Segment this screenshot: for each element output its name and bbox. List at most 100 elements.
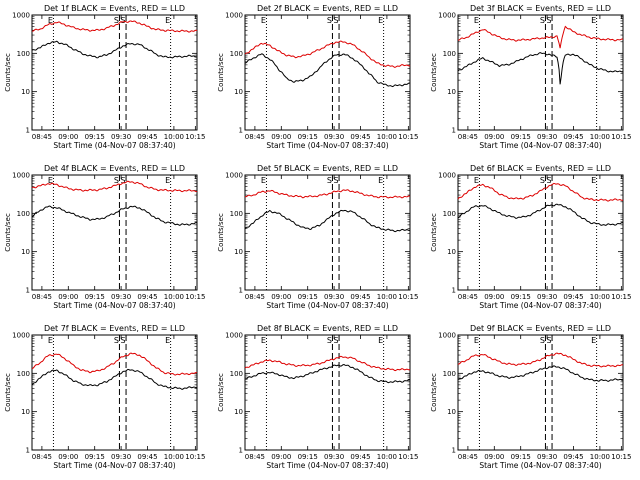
plot-frame — [457, 14, 624, 131]
marker-label: E — [591, 16, 596, 25]
marker-label: S — [327, 16, 332, 25]
events-series-line — [244, 209, 411, 233]
y-tick-label: 10 — [447, 408, 456, 416]
lld-series-line — [32, 20, 198, 33]
x-tick-label: 10:00 — [377, 453, 397, 461]
x-tick-label: 10:15 — [398, 293, 418, 301]
x-tick-label: 09:00 — [484, 293, 504, 301]
marker-label: S — [547, 336, 552, 345]
y-tick-label: 1 — [239, 447, 243, 455]
plot-frame — [244, 174, 411, 291]
y-tick-label: 100 — [17, 50, 30, 58]
x-tick-label: 10:00 — [377, 293, 397, 301]
marker-label: E — [165, 336, 170, 345]
events-series-line — [31, 40, 198, 59]
x-tick-label: 10:15 — [185, 133, 205, 141]
x-tick-label: 09:30 — [111, 293, 131, 301]
marker-label: E — [48, 16, 53, 25]
detector-panel-8: Det 8f BLACK = Events, RED = LLD 1 10 100 10… — [217, 324, 418, 470]
y-tick-label: 100 — [443, 210, 456, 218]
x-tick-label: 10:15 — [398, 453, 418, 461]
x-tick-label: 10:15 — [611, 133, 631, 141]
x-tick-label: 09:00 — [58, 293, 78, 301]
y-tick-label: 10 — [234, 88, 243, 96]
panel-title: Det 8f BLACK = Events, RED = LLD — [257, 324, 398, 333]
x-tick-label: 09:45 — [350, 453, 370, 461]
y-tick-label: 10 — [234, 248, 243, 256]
lld-series-line — [244, 189, 411, 199]
y-tick-label: 1 — [26, 287, 30, 295]
x-tick-label: 10:15 — [611, 293, 631, 301]
x-tick-label: 08:45 — [458, 453, 478, 461]
x-tick-label: 08:45 — [458, 133, 478, 141]
marker-label: E — [474, 16, 479, 25]
panel-title: Det 9f BLACK = Events, RED = LLD — [470, 324, 611, 333]
x-tick-label: 09:45 — [350, 293, 370, 301]
y-tick-label: 10 — [234, 408, 243, 416]
marker-label: E — [165, 176, 170, 185]
panel-title: Det 4f BLACK = Events, RED = LLD — [44, 164, 185, 173]
marker-label: S — [540, 176, 545, 185]
marker-label: E — [474, 176, 479, 185]
x-tick-label: 09:15 — [298, 293, 318, 301]
x-tick-label: 10:15 — [611, 453, 631, 461]
plot-frame — [31, 334, 198, 451]
events-series-line — [31, 368, 198, 390]
x-tick-label: 08:45 — [458, 293, 478, 301]
x-tick-label: 08:45 — [32, 133, 52, 141]
marker-label: E — [48, 176, 53, 185]
x-tick-label: 09:30 — [324, 453, 344, 461]
x-axis-label: Start Time (04-Nov-07 08:37:40) — [53, 461, 175, 470]
x-tick-label: 09:45 — [137, 133, 157, 141]
panel-title: Det 3f BLACK = Events, RED = LLD — [470, 4, 611, 13]
marker-label: E — [261, 176, 266, 185]
marker-label: S — [114, 336, 119, 345]
plot-frame — [244, 334, 411, 451]
panel-title: Det 1f BLACK = Events, RED = LLD — [44, 4, 185, 13]
x-tick-label: 09:00 — [271, 133, 291, 141]
y-tick-label: 100 — [443, 370, 456, 378]
x-axis-label: Start Time (04-Nov-07 08:37:40) — [53, 301, 175, 310]
x-tick-label: 09:00 — [271, 453, 291, 461]
x-tick-label: 09:00 — [484, 453, 504, 461]
y-tick-label: 1 — [452, 287, 456, 295]
plot-frame — [31, 174, 198, 291]
y-tick-label: 1000 — [225, 12, 243, 20]
y-tick-label: 1000 — [12, 12, 30, 20]
x-tick-label: 09:15 — [298, 453, 318, 461]
panel-title: Det 6f BLACK = Events, RED = LLD — [470, 164, 611, 173]
y-axis-label: Counts/sec — [217, 213, 225, 252]
detector-panel-6: Det 6f BLACK = Events, RED = LLD 1 10 100 10… — [430, 164, 631, 310]
x-tick-label: 08:45 — [32, 453, 52, 461]
plot-frame — [31, 14, 198, 131]
marker-label: S — [547, 16, 552, 25]
marker-label: S — [114, 176, 119, 185]
x-tick-label: 09:15 — [511, 133, 531, 141]
marker-label: S — [334, 16, 339, 25]
x-tick-label: 09:30 — [111, 453, 131, 461]
lld-series-line — [31, 352, 198, 376]
panel-title: Det 7f BLACK = Events, RED = LLD — [44, 324, 185, 333]
x-tick-label: 09:00 — [271, 293, 291, 301]
x-tick-label: 08:45 — [245, 133, 265, 141]
lld-series-line — [457, 182, 624, 202]
x-tick-label: 09:30 — [537, 293, 557, 301]
detector-panel-7: Det 7f BLACK = Events, RED = LLD 1 10 100 10… — [4, 324, 205, 470]
marker-label: S — [334, 336, 339, 345]
marker-label: E — [261, 336, 266, 345]
y-tick-label: 1000 — [12, 172, 30, 180]
detector-panel-3: Det 3f BLACK = Events, RED = LLD 1 10 100 10… — [430, 4, 631, 150]
x-tick-label: 09:30 — [324, 293, 344, 301]
y-tick-label: 100 — [443, 50, 456, 58]
x-axis-label: Start Time (04-Nov-07 08:37:40) — [266, 301, 388, 310]
lld-series-line — [244, 355, 411, 372]
x-tick-label: 09:30 — [537, 453, 557, 461]
y-axis-label: Counts/sec — [4, 213, 12, 252]
y-tick-label: 1000 — [438, 332, 456, 340]
x-tick-label: 09:15 — [85, 293, 105, 301]
y-tick-label: 1 — [239, 287, 243, 295]
x-tick-label: 09:00 — [58, 453, 78, 461]
y-tick-label: 100 — [230, 50, 243, 58]
y-axis-label: Counts/sec — [4, 373, 12, 412]
